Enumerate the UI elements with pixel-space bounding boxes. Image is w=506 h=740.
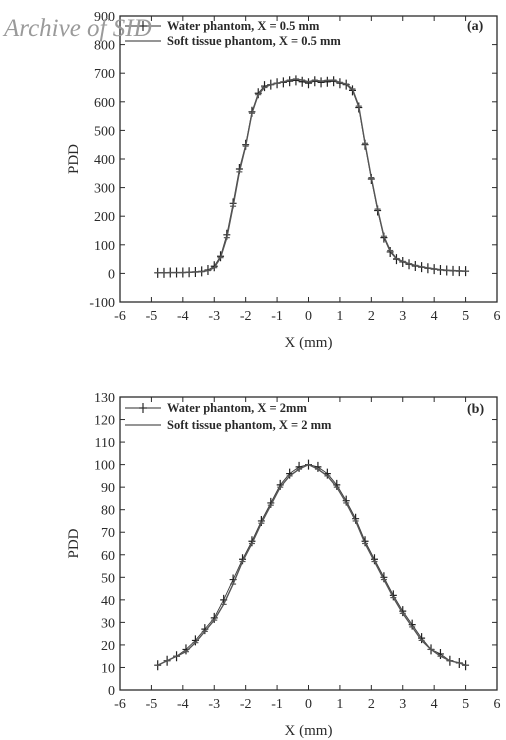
x-tick-label: 5 xyxy=(462,697,469,712)
legend-entry: Soft tissue phantom, X = 0.5 mm xyxy=(167,34,341,48)
y-tick-label: 500 xyxy=(94,124,115,139)
x-tick-label: 0 xyxy=(305,309,312,324)
y-tick-label: 120 xyxy=(94,414,115,429)
x-tick-label: 2 xyxy=(368,697,375,712)
x-tick-label: -6 xyxy=(114,697,126,712)
x-tick-label: 3 xyxy=(399,697,406,712)
data-point-water xyxy=(323,76,331,87)
x-tick-label: -3 xyxy=(208,309,220,324)
y-tick-label: 300 xyxy=(94,182,115,197)
data-point-water xyxy=(314,461,322,472)
y-tick-label: 200 xyxy=(94,210,115,225)
y-tick-label: -100 xyxy=(89,296,115,311)
data-point-water xyxy=(305,78,312,89)
x-tick-label: 1 xyxy=(336,697,343,712)
x-tick-label: -1 xyxy=(271,697,283,712)
y-tick-label: 130 xyxy=(94,391,115,406)
series-water-line xyxy=(157,79,466,274)
x-tick-label: 3 xyxy=(399,309,406,324)
legend-entry: Water phantom, X = 0.5 mm xyxy=(167,19,320,33)
y-tick-label: 90 xyxy=(101,481,115,496)
y-tick-label: 100 xyxy=(94,459,115,474)
x-tick-label: 2 xyxy=(368,309,375,324)
plot-frame xyxy=(119,396,498,691)
x-tick-label: 6 xyxy=(494,697,501,712)
x-tick-label: 6 xyxy=(494,309,501,324)
plot-frame xyxy=(119,15,498,303)
panel-label: (a) xyxy=(467,19,484,34)
legend-entry: Soft tissue phantom, X = 2 mm xyxy=(167,418,332,432)
x-tick-label: -5 xyxy=(146,309,158,324)
data-point-water xyxy=(317,77,325,88)
data-point-water xyxy=(292,75,300,86)
watermark-text: Archive of SID xyxy=(2,15,152,42)
x-tick-label: -4 xyxy=(177,697,189,712)
x-tick-label: -6 xyxy=(114,309,126,324)
y-tick-label: 60 xyxy=(101,549,115,564)
y-tick-label: 400 xyxy=(94,153,115,168)
x-tick-label: -1 xyxy=(271,309,283,324)
data-point-water xyxy=(386,246,394,257)
y-tick-label: 800 xyxy=(94,39,115,54)
x-tick-label: 4 xyxy=(431,309,438,324)
series-soft-tissue-line xyxy=(157,463,466,666)
x-tick-label: 5 xyxy=(462,309,469,324)
panel-label: (b) xyxy=(467,402,484,417)
y-axis-label: PDD xyxy=(66,144,82,174)
y-tick-label: 600 xyxy=(94,96,115,111)
data-point-water xyxy=(210,261,218,272)
y-tick-label: 900 xyxy=(94,10,115,25)
x-tick-label: -2 xyxy=(240,697,252,712)
y-tick-label: 110 xyxy=(95,436,115,451)
series-water-line xyxy=(157,464,466,666)
legend-marker xyxy=(139,21,147,31)
y-tick-label: 40 xyxy=(101,594,115,609)
y-tick-label: 70 xyxy=(101,526,115,541)
data-point-water xyxy=(295,461,303,472)
y-tick-label: 100 xyxy=(94,239,115,254)
legend-entry: Water phantom, X = 2mm xyxy=(167,401,307,415)
x-tick-label: 4 xyxy=(431,697,438,712)
y-tick-label: 700 xyxy=(94,67,115,82)
x-tick-label: -3 xyxy=(208,697,220,712)
y-tick-label: 30 xyxy=(101,616,115,631)
y-tick-label: 0 xyxy=(108,267,115,282)
y-tick-label: 50 xyxy=(101,571,115,586)
x-axis-label: X (mm) xyxy=(285,723,333,739)
y-tick-label: 10 xyxy=(101,661,115,676)
series-soft-tissue-line xyxy=(157,78,466,274)
data-point-water xyxy=(298,76,306,87)
x-tick-label: -2 xyxy=(240,309,252,324)
x-tick-label: -4 xyxy=(177,309,189,324)
y-tick-label: 0 xyxy=(108,684,115,699)
x-axis-label: X (mm) xyxy=(285,335,333,351)
x-tick-label: 0 xyxy=(305,697,312,712)
y-tick-label: 80 xyxy=(101,504,115,519)
x-tick-label: -5 xyxy=(146,697,158,712)
y-tick-label: 20 xyxy=(101,639,115,654)
y-axis-label: PDD xyxy=(66,528,82,558)
legend-marker xyxy=(139,403,147,413)
x-tick-label: 1 xyxy=(336,309,343,324)
